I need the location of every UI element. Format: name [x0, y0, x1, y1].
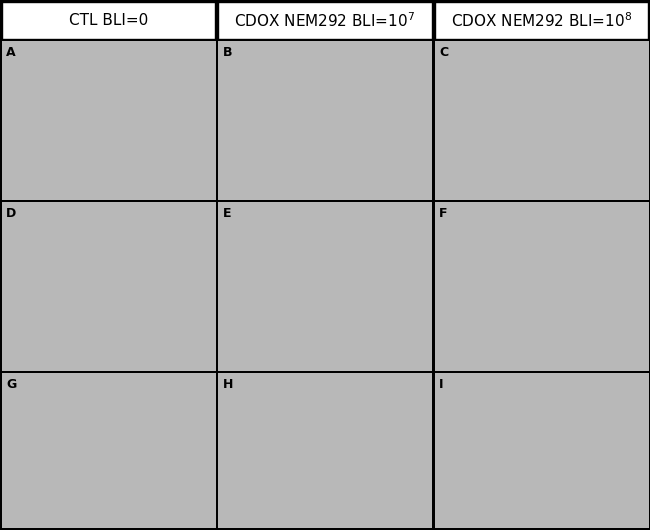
Text: CDOX NEM292 BLI=10$^7$: CDOX NEM292 BLI=10$^7$ — [235, 11, 415, 30]
Text: F: F — [439, 207, 448, 220]
Text: I: I — [439, 378, 444, 391]
Text: CTL BLI=0: CTL BLI=0 — [69, 13, 148, 28]
Text: E: E — [223, 207, 231, 220]
Text: A: A — [6, 46, 16, 59]
Text: B: B — [223, 46, 232, 59]
Text: C: C — [439, 46, 448, 59]
Text: D: D — [6, 207, 16, 220]
Text: H: H — [223, 378, 233, 391]
Text: G: G — [6, 378, 16, 391]
Text: CDOX NEM292 BLI=10$^8$: CDOX NEM292 BLI=10$^8$ — [451, 11, 632, 30]
